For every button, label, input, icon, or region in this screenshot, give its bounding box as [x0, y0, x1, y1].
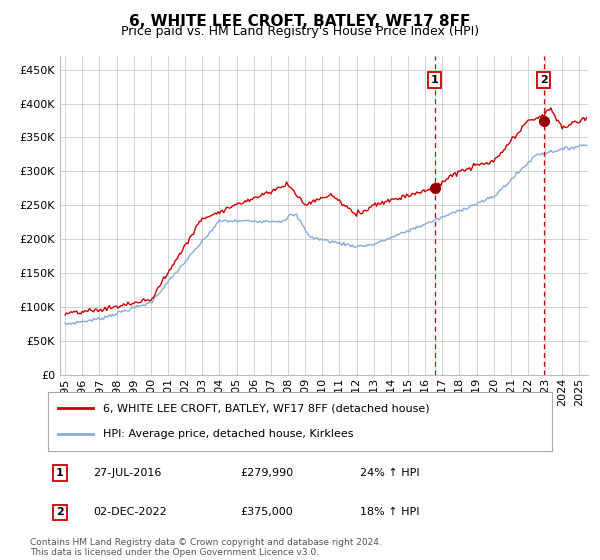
Text: 6, WHITE LEE CROFT, BATLEY, WF17 8FF: 6, WHITE LEE CROFT, BATLEY, WF17 8FF: [130, 14, 470, 29]
Text: HPI: Average price, detached house, Kirklees: HPI: Average price, detached house, Kirk…: [103, 430, 354, 440]
Text: £375,000: £375,000: [240, 507, 293, 517]
Text: Price paid vs. HM Land Registry's House Price Index (HPI): Price paid vs. HM Land Registry's House …: [121, 25, 479, 38]
Text: 02-DEC-2022: 02-DEC-2022: [93, 507, 167, 517]
Text: 18% ↑ HPI: 18% ↑ HPI: [360, 507, 419, 517]
Text: 27-JUL-2016: 27-JUL-2016: [93, 468, 161, 478]
Text: 1: 1: [56, 468, 64, 478]
Text: £279,990: £279,990: [240, 468, 293, 478]
Text: 24% ↑ HPI: 24% ↑ HPI: [360, 468, 419, 478]
Text: 1: 1: [431, 75, 439, 85]
Text: Contains HM Land Registry data © Crown copyright and database right 2024.
This d: Contains HM Land Registry data © Crown c…: [30, 538, 382, 557]
Text: 6, WHITE LEE CROFT, BATLEY, WF17 8FF (detached house): 6, WHITE LEE CROFT, BATLEY, WF17 8FF (de…: [103, 403, 430, 413]
Text: 2: 2: [56, 507, 64, 517]
Text: 2: 2: [540, 75, 548, 85]
